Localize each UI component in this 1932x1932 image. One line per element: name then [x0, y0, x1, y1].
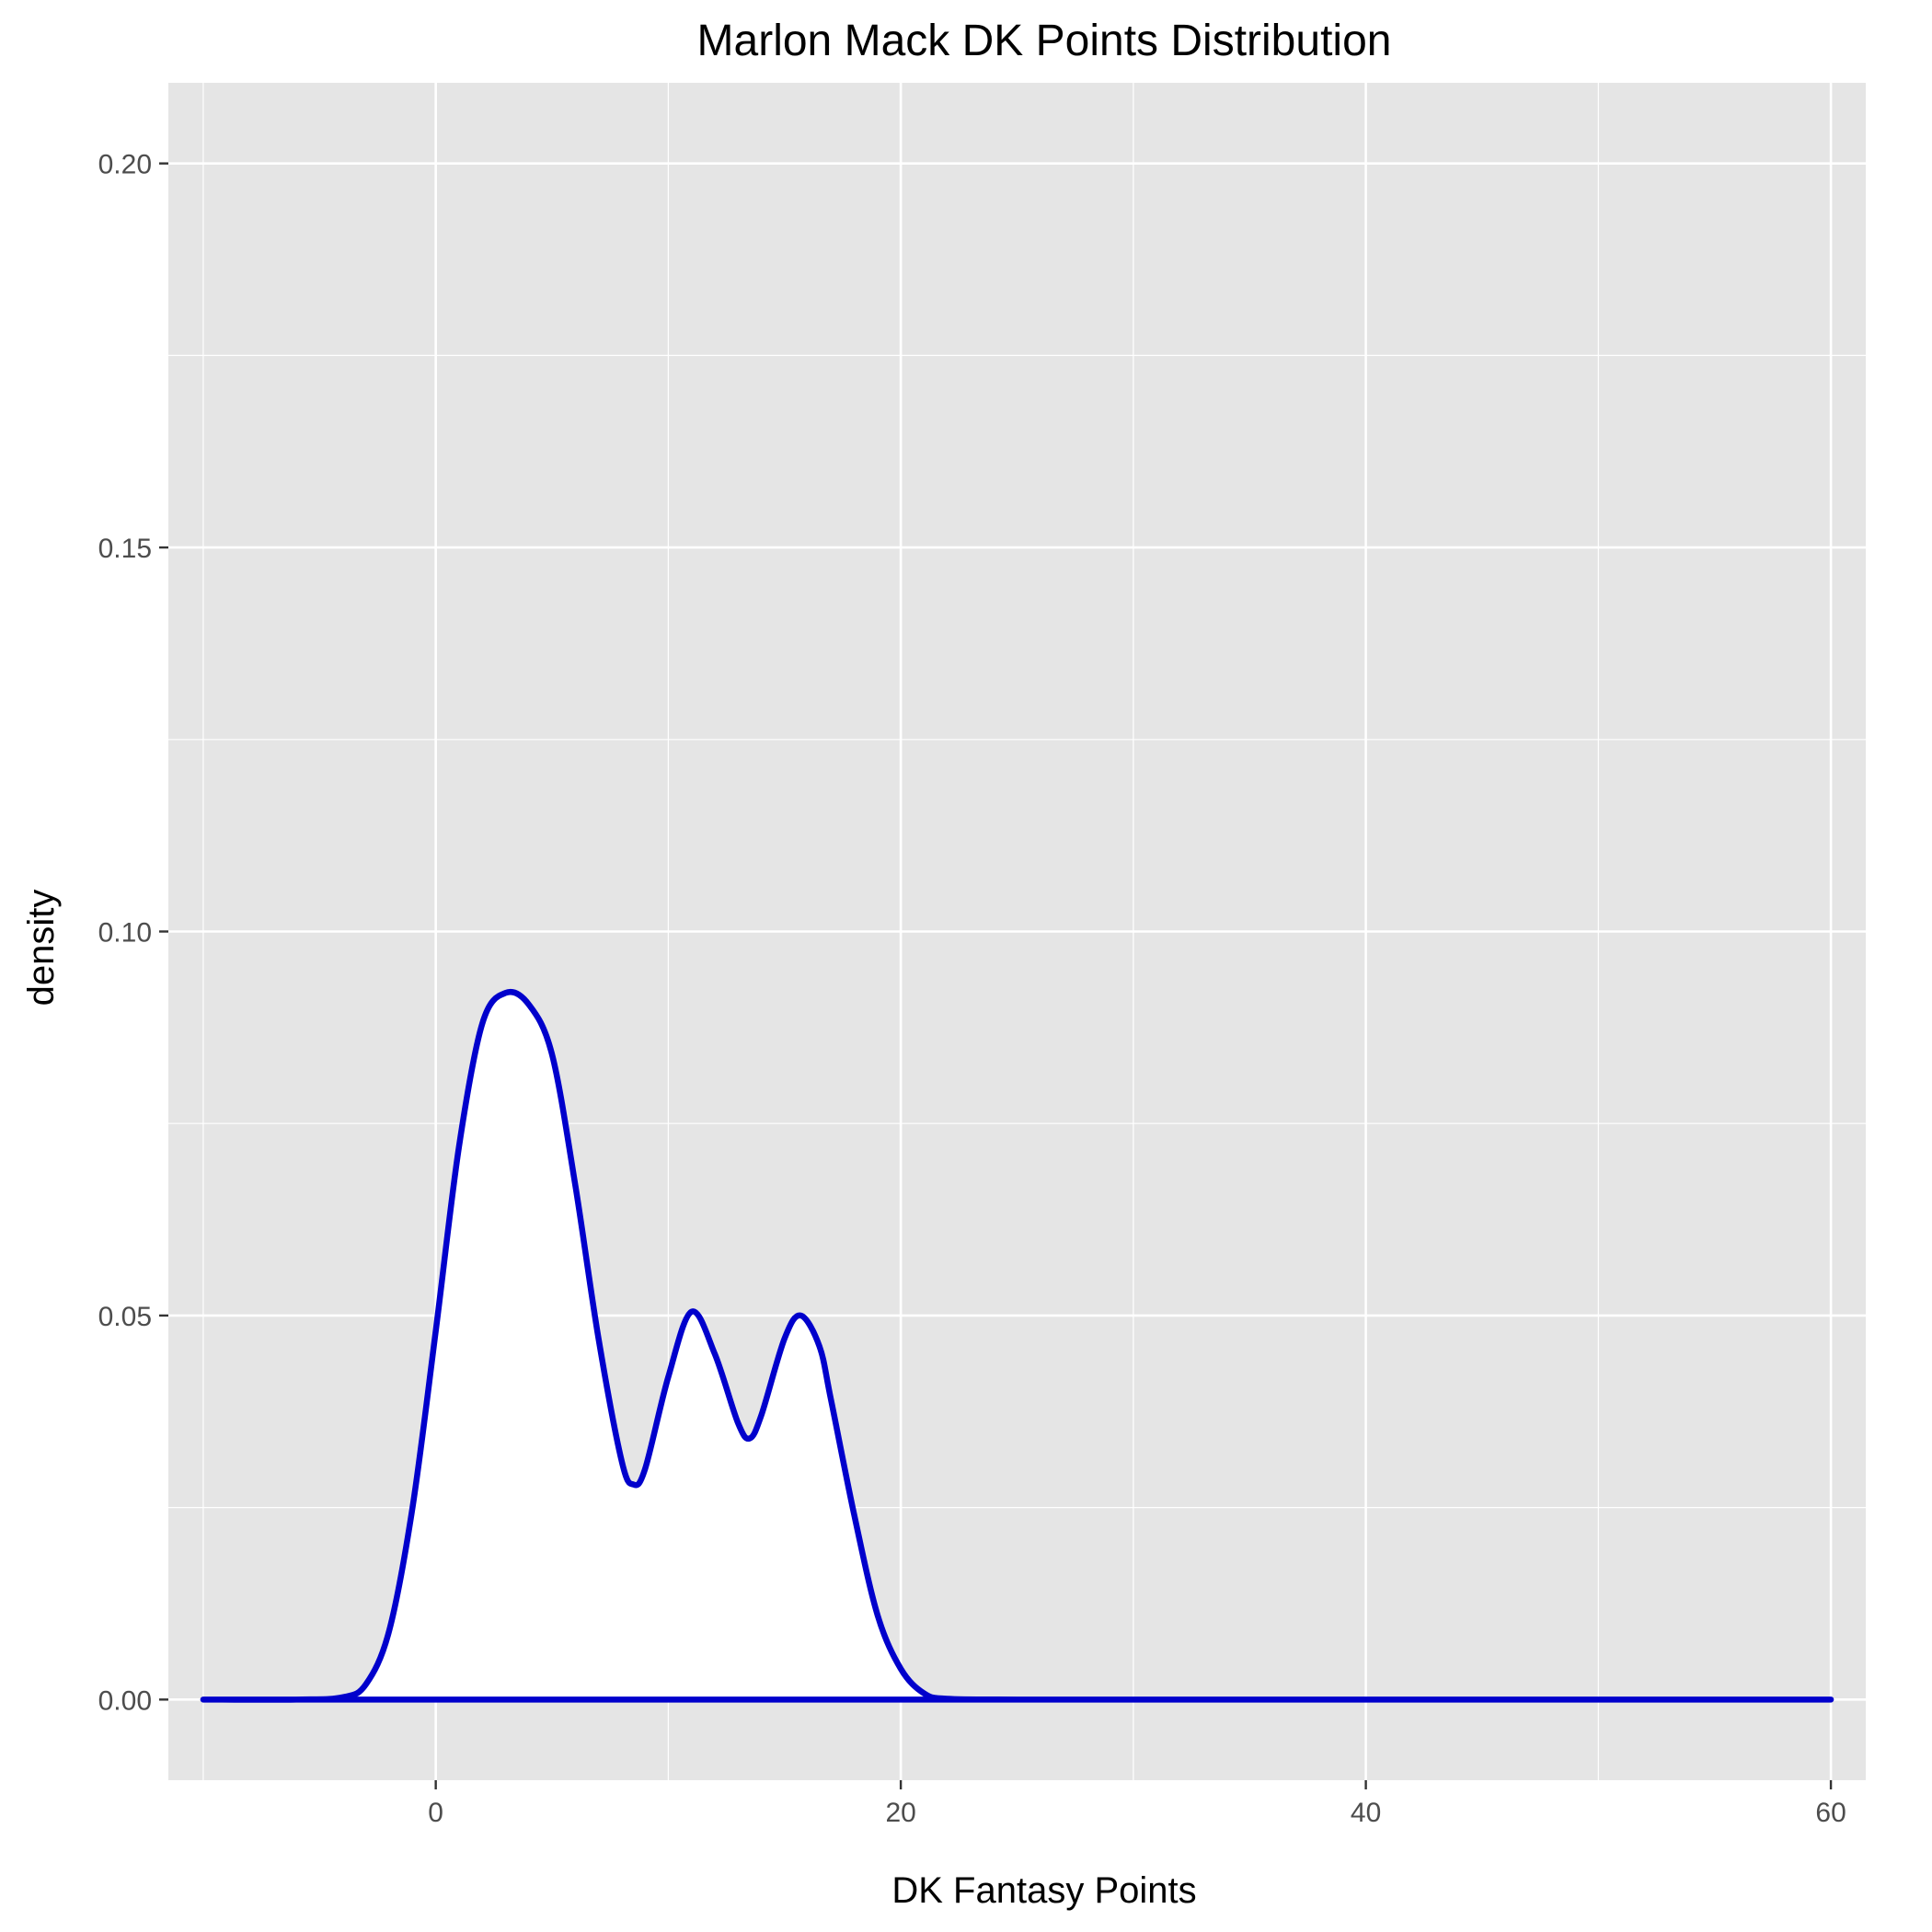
x-tick-label: 60 [1815, 1798, 1846, 1828]
y-tick-label: 0.15 [98, 534, 152, 564]
density-area [200, 988, 1834, 1703]
x-axis-title: DK Fantasy Points [891, 1870, 1196, 1911]
x-tick-label: 40 [1351, 1798, 1381, 1828]
y-axis: 0.00 0.05 0.10 0.15 0.20 [98, 150, 168, 1716]
y-tick-label: 0.05 [98, 1302, 152, 1332]
y-tick-label: 0.20 [98, 150, 152, 180]
y-axis-title: density [21, 890, 62, 1006]
density-series [200, 988, 1834, 1703]
y-tick-label: 0.10 [98, 918, 152, 949]
x-tick-label: 20 [885, 1798, 915, 1828]
x-tick-label: 0 [428, 1798, 443, 1828]
y-tick-label: 0.00 [98, 1685, 152, 1716]
major-gridlines [168, 83, 1866, 1780]
chart-title: Marlon Mack DK Points Distribution [697, 17, 1392, 65]
x-axis: 0 20 40 60 [428, 1780, 1846, 1828]
